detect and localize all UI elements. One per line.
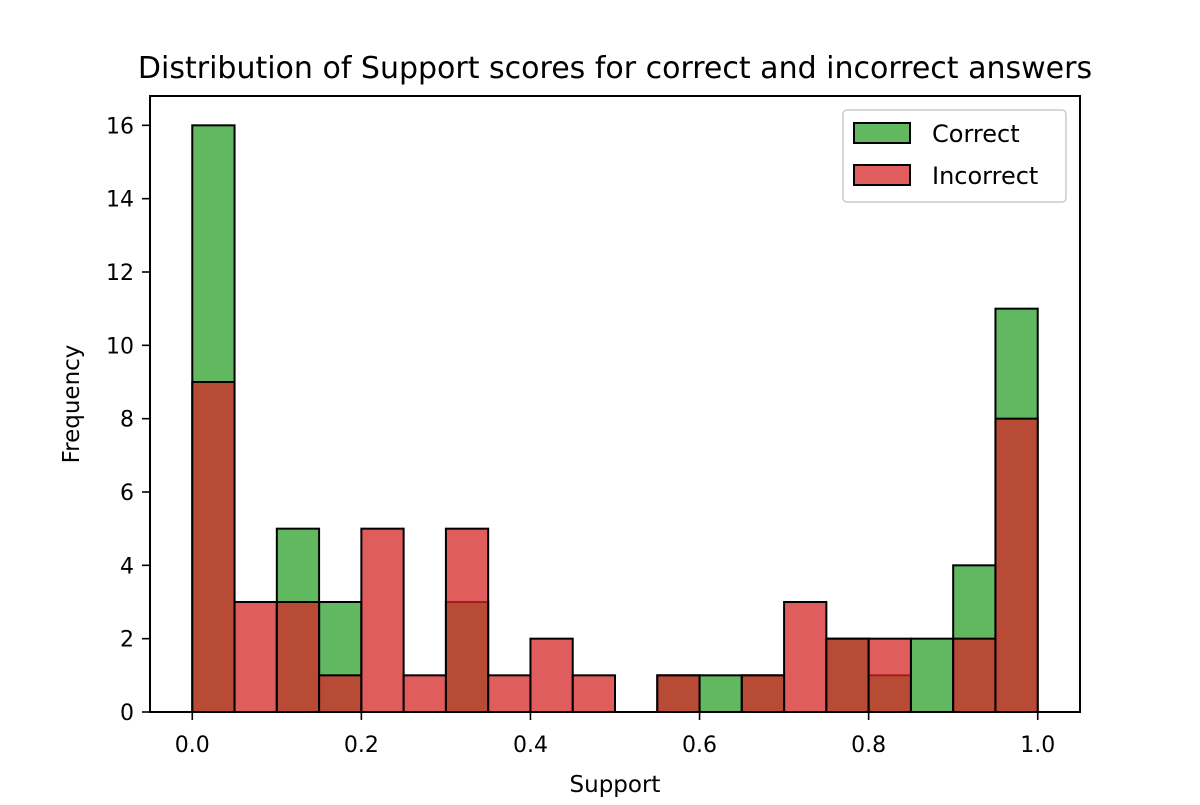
chart-title: Distribution of Support scores for corre… (138, 51, 1092, 86)
bar-incorrect-4 (360, 527, 405, 714)
bar-incorrect-1 (233, 601, 278, 713)
y-tick-label-1: 2 (120, 628, 134, 653)
x-axis: 0.0 0.2 0.4 0.6 0.8 1.0 (175, 712, 1055, 758)
bar-incorrect-2 (275, 601, 321, 713)
x-tick-label-4: 0.8 (851, 733, 886, 758)
bar-incorrect-0 (191, 381, 236, 713)
y-tick-label-8: 16 (106, 114, 134, 139)
x-tick-label-2: 0.4 (513, 733, 548, 758)
x-tick-label-5: 1.0 (1020, 733, 1055, 758)
bar-incorrect-19 (994, 417, 1039, 713)
legend: Correct Incorrect (842, 109, 1067, 203)
bar-incorrect-13 (740, 674, 786, 713)
y-tick-label-4: 8 (120, 408, 134, 433)
bar-incorrect-11 (656, 674, 701, 713)
legend-label-correct: Correct (932, 120, 1020, 148)
x-tick-label-1: 0.2 (344, 733, 379, 758)
bar-incorrect-8 (529, 637, 574, 714)
bar-incorrect-15 (825, 637, 870, 714)
legend-swatch-correct (853, 122, 911, 144)
bars-layer (191, 124, 1039, 714)
legend-label-incorrect: Incorrect (932, 162, 1038, 190)
plot-frame (149, 95, 1081, 713)
x-axis-label: Support (570, 772, 661, 798)
bar-incorrect-3 (318, 674, 363, 713)
bar-incorrect-7 (487, 674, 532, 713)
x-tick-label-0: 0.0 (175, 733, 210, 758)
bar-incorrect-9 (571, 674, 617, 713)
bar-incorrect-18 (952, 637, 997, 714)
y-tick-label-3: 6 (120, 481, 134, 506)
y-axis: 0 2 4 6 8 10 12 14 16 (106, 114, 150, 726)
y-tick-label-5: 10 (106, 334, 134, 359)
legend-swatch-incorrect (853, 164, 911, 186)
y-tick-label-2: 4 (120, 554, 134, 579)
bar-incorrect-6 (444, 527, 490, 714)
y-tick-label-7: 14 (106, 188, 134, 213)
bar-incorrect-16 (867, 637, 912, 714)
x-tick-label-3: 0.6 (682, 733, 717, 758)
y-tick-label-0: 0 (120, 701, 134, 726)
bar-incorrect-14 (783, 601, 828, 713)
y-tick-label-6: 12 (106, 261, 134, 286)
bar-correct-17 (909, 637, 955, 714)
bar-correct-12 (698, 674, 743, 713)
y-axis-label: Frequency (59, 345, 85, 464)
bar-incorrect-5 (402, 674, 447, 713)
